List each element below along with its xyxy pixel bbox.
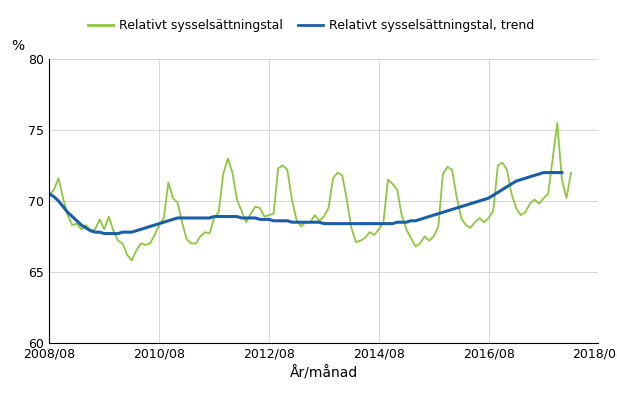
Relativt sysselsättningstal bbox=[553, 121, 561, 125]
Relativt sysselsättningstal, trend bbox=[558, 170, 566, 175]
Relativt sysselsättningstal bbox=[220, 172, 227, 177]
Relativt sysselsättningstal bbox=[508, 191, 515, 196]
Relativt sysselsättningstal bbox=[114, 238, 122, 243]
Text: %: % bbox=[11, 39, 24, 54]
Legend: Relativt sysselsättningstal, Relativt sysselsättningstal, trend: Relativt sysselsättningstal, Relativt sy… bbox=[83, 14, 540, 37]
Relativt sysselsättningstal bbox=[247, 211, 254, 216]
Relativt sysselsättningstal, trend bbox=[540, 170, 547, 175]
Relativt sysselsättningstal, trend bbox=[434, 211, 442, 216]
Relativt sysselsättningstal, trend bbox=[46, 191, 53, 196]
Relativt sysselsättningstal, trend bbox=[215, 214, 222, 219]
Line: Relativt sysselsättningstal, trend: Relativt sysselsättningstal, trend bbox=[49, 173, 562, 234]
Relativt sysselsättningstal bbox=[568, 170, 575, 175]
Relativt sysselsättningstal, trend bbox=[526, 175, 534, 179]
Relativt sysselsättningstal, trend bbox=[64, 210, 72, 215]
Relativt sysselsättningstal bbox=[169, 196, 176, 201]
X-axis label: År/månad: År/månad bbox=[290, 366, 358, 381]
Relativt sysselsättningstal, trend bbox=[476, 199, 483, 203]
Relativt sysselsättningstal bbox=[366, 230, 373, 234]
Relativt sysselsättningstal bbox=[46, 193, 53, 198]
Relativt sysselsättningstal, trend bbox=[101, 231, 108, 236]
Relativt sysselsättningstal, trend bbox=[59, 204, 67, 209]
Relativt sysselsättningstal bbox=[128, 258, 135, 263]
Line: Relativt sysselsättningstal: Relativt sysselsättningstal bbox=[49, 123, 571, 260]
